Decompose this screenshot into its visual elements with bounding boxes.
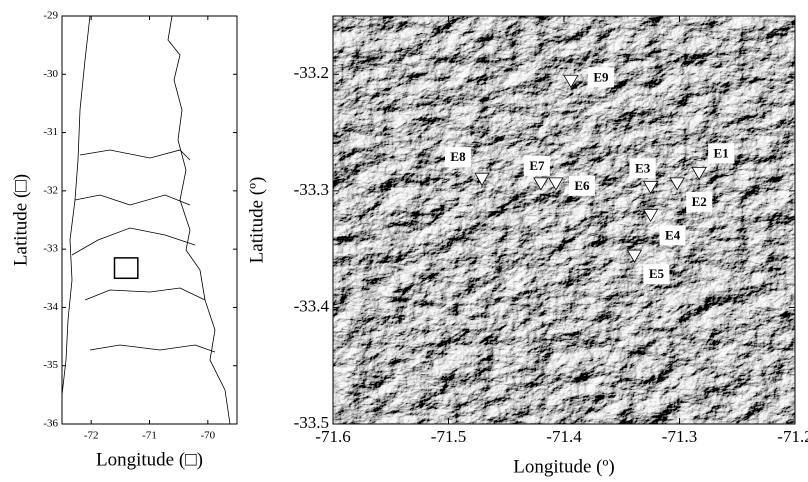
- station-marker: [669, 177, 685, 191]
- y-tick-label: -33.2: [294, 63, 329, 82]
- station-label: E5: [649, 266, 665, 281]
- station-label: E7: [529, 158, 545, 173]
- station-label-box: [568, 175, 595, 196]
- station-label-box: [523, 155, 550, 176]
- x-tick-label: -72: [84, 430, 99, 442]
- station-label: E6: [574, 178, 590, 193]
- y-tick-label: -35: [43, 359, 58, 371]
- x-tick-label: -71.5: [431, 427, 466, 446]
- x-tick-label: -70: [200, 430, 215, 442]
- x-tick-label: -71.4: [546, 427, 582, 446]
- relief-map: -71.6 -71.5 -71.4 -71.3 -71.2 -33.5 -33.4 -33.3…: [246, 15, 808, 477]
- y-tick-label: -29: [43, 10, 58, 22]
- station-label: E9: [593, 69, 609, 84]
- station-label-box: [708, 143, 735, 164]
- station-label-box: [659, 225, 686, 246]
- zoom-box: [113, 257, 139, 280]
- station-label-box: [643, 264, 670, 285]
- station-marker: [626, 249, 643, 263]
- station-label: E3: [635, 160, 651, 175]
- x-axis-label: Longitude (º): [513, 456, 614, 477]
- y-tick-label: -33.4: [294, 296, 330, 315]
- x-tick-label: -71.3: [662, 427, 697, 446]
- overview-map: -72 -71 -70 -36 -35 -34 -33 -32 -31 -30 -29 Longitu…: [10, 10, 238, 470]
- y-tick-label: -33.5: [294, 413, 329, 432]
- station-marker: [548, 177, 564, 191]
- station-label: E8: [450, 149, 466, 164]
- y-axis-label: Latitude (º): [246, 177, 267, 264]
- y-tick-label: -31: [43, 126, 58, 138]
- y-tick-label: -34: [43, 301, 58, 313]
- station-label: E1: [714, 145, 729, 160]
- x-tick-label: -71: [142, 430, 157, 442]
- station-label: E4: [665, 227, 681, 242]
- station-label-box: [686, 191, 713, 212]
- x-tick-label: -71.2: [777, 427, 808, 446]
- y-tick-label: -32: [43, 184, 58, 196]
- station-label-box: [587, 67, 614, 88]
- y-tick-label: -36: [43, 418, 58, 430]
- axes-frame: [61, 15, 238, 425]
- station-marker: [563, 74, 579, 89]
- x-axis-label: Longitude (□): [96, 449, 203, 470]
- station-label-box: [629, 158, 656, 179]
- y-tick-label: -33: [43, 243, 58, 255]
- relief-background: [333, 16, 795, 424]
- station-marker: [691, 166, 707, 181]
- station-marker: [533, 177, 549, 191]
- station-marker: [642, 208, 659, 223]
- region-borders: [61, 15, 231, 425]
- station-marker: [642, 180, 659, 195]
- y-tick-label: -30: [43, 68, 58, 80]
- x-tick-label: -71.6: [315, 427, 350, 446]
- y-axis-label: Latitude (□): [10, 174, 31, 266]
- station-label: E2: [692, 194, 707, 209]
- station-marker: [474, 172, 490, 186]
- station-label-box: [444, 147, 471, 168]
- y-tick-label: -33.3: [294, 180, 329, 199]
